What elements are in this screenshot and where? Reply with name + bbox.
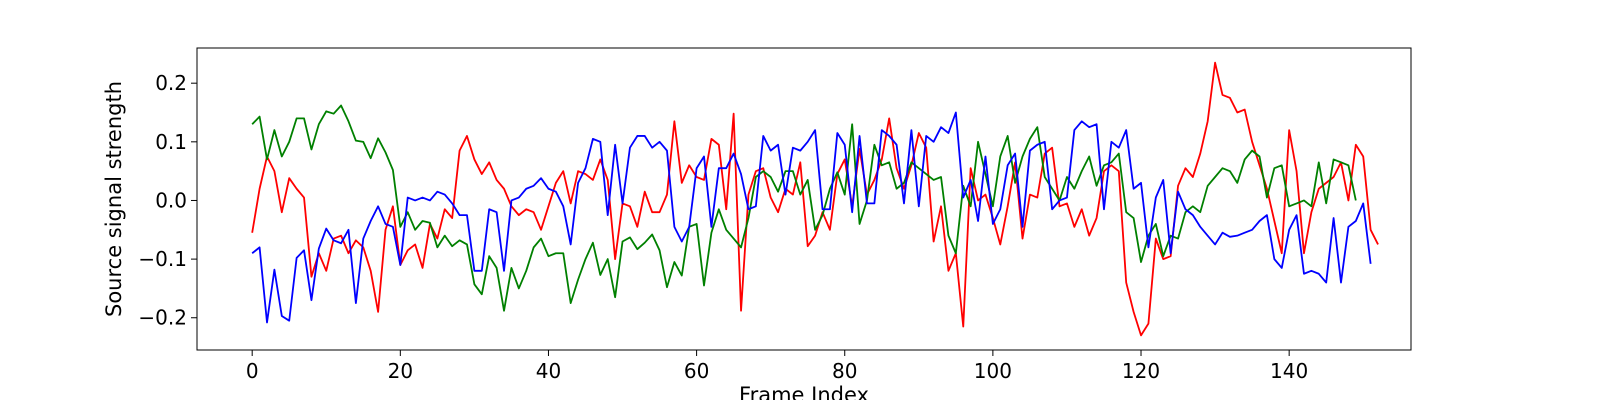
x-tick-label: 0 xyxy=(246,359,259,383)
x-tick-label: 20 xyxy=(388,359,413,383)
plot-frame xyxy=(196,47,1412,351)
y-tick-label: 0.0 xyxy=(155,188,187,212)
x-tick-label: 100 xyxy=(974,359,1012,383)
series-line-2 xyxy=(251,111,1372,324)
y-tick-label: 0.1 xyxy=(155,130,187,154)
y-axis-ticks: −0.2 −0.1 0.0 0.1 0.2 xyxy=(138,71,197,330)
y-tick-label: −0.2 xyxy=(138,306,187,330)
series-line-0 xyxy=(251,61,1379,337)
y-axis-label: Source signal strength xyxy=(102,81,126,317)
x-axis-label: Frame Index xyxy=(739,383,869,400)
x-axis-ticks: 0 20 40 60 80 100 120 140 xyxy=(246,350,1308,383)
x-tick-label: 140 xyxy=(1270,359,1308,383)
x-tick-label: 40 xyxy=(536,359,561,383)
x-tick-label: 80 xyxy=(832,359,857,383)
x-tick-label: 60 xyxy=(684,359,709,383)
x-tick-label: 120 xyxy=(1122,359,1160,383)
series-layer xyxy=(251,61,1379,337)
y-tick-label: −0.1 xyxy=(138,247,187,271)
y-tick-label: 0.2 xyxy=(155,71,187,95)
